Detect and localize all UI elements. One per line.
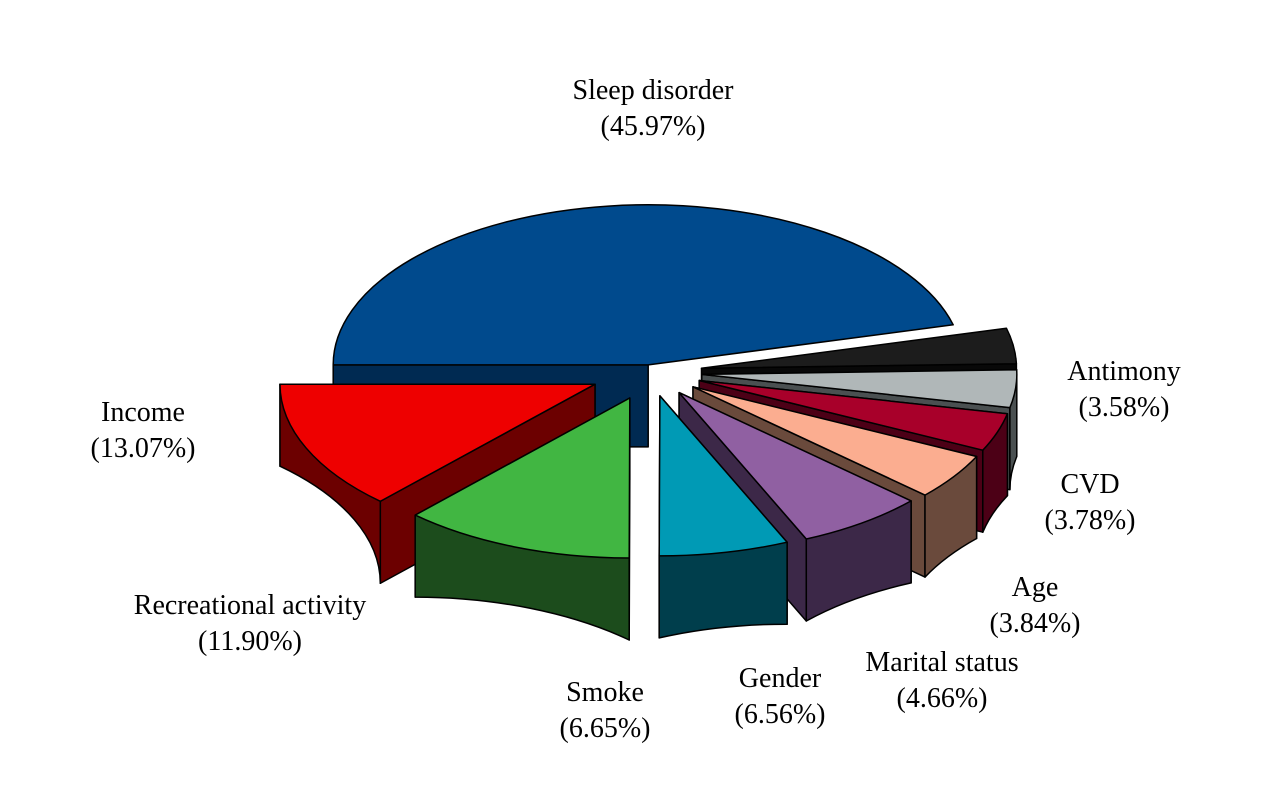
label-value: (11.90%) bbox=[198, 626, 302, 657]
slice-cvd bbox=[701, 369, 1018, 409]
label-value: (13.07%) bbox=[90, 433, 196, 464]
slice-smoke-wall bbox=[658, 541, 788, 639]
label-value: (6.65%) bbox=[559, 713, 651, 744]
label-recreational-activity: Recreational activity (11.90%) bbox=[100, 588, 400, 660]
label-value: (4.66%) bbox=[896, 683, 988, 714]
label-value: (6.56%) bbox=[734, 699, 826, 730]
label-age: Age (3.84%) bbox=[975, 570, 1095, 642]
label-name: Smoke bbox=[566, 677, 644, 708]
label-name: Gender bbox=[738, 663, 822, 694]
label-income: Income (13.07%) bbox=[68, 395, 218, 467]
label-name: Age bbox=[1011, 572, 1059, 603]
slice-antimony bbox=[700, 327, 1018, 370]
label-name: Recreational activity bbox=[133, 590, 367, 621]
label-name: CVD bbox=[1060, 469, 1120, 500]
label-value: (45.97%) bbox=[600, 111, 706, 142]
label-smoke: Smoke (6.65%) bbox=[545, 675, 665, 747]
label-gender: Gender (6.56%) bbox=[720, 661, 840, 733]
slice-sleep-disorder bbox=[332, 204, 954, 366]
label-name: Sleep disorder bbox=[572, 75, 734, 106]
slice-income bbox=[279, 383, 596, 503]
slice-smoke bbox=[658, 395, 788, 557]
label-value: (3.58%) bbox=[1078, 392, 1170, 423]
label-sleep-disorder: Sleep disorder (45.97%) bbox=[553, 73, 753, 145]
slice-marital-status bbox=[692, 386, 978, 496]
slice-age bbox=[698, 379, 1009, 451]
label-name: Marital status bbox=[865, 647, 1019, 678]
label-marital-status: Marital status (4.66%) bbox=[842, 645, 1042, 717]
label-value: (3.84%) bbox=[989, 608, 1081, 639]
label-cvd: CVD (3.78%) bbox=[1030, 467, 1150, 539]
label-antimony: Antimony (3.58%) bbox=[1044, 354, 1204, 426]
slice-gender bbox=[678, 391, 912, 540]
label-value: (3.78%) bbox=[1044, 505, 1136, 536]
label-name: Income bbox=[101, 397, 185, 428]
label-name: Antimony bbox=[1067, 356, 1181, 387]
slice-recreational-activity bbox=[414, 397, 631, 559]
